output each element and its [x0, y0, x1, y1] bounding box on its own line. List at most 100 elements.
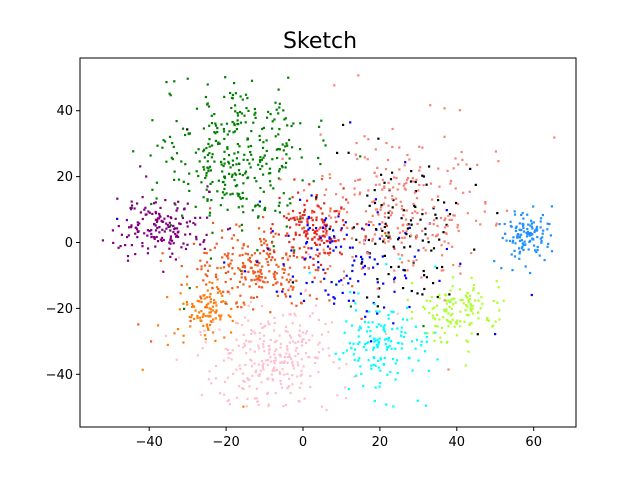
scatter-point — [158, 212, 161, 215]
scatter-point — [360, 317, 363, 320]
scatter-point — [291, 362, 294, 365]
scatter-point — [406, 227, 409, 230]
scatter-point — [349, 291, 352, 294]
scatter-point — [387, 346, 390, 349]
scatter-point — [459, 299, 462, 302]
x-tick-label: 60 — [525, 435, 542, 450]
scatter-point — [446, 169, 449, 172]
scatter-point — [336, 394, 339, 397]
scatter-point — [250, 279, 253, 282]
scatter-point — [117, 225, 120, 228]
scatter-point — [445, 308, 448, 311]
scatter-point — [265, 162, 268, 165]
scatter-point — [445, 302, 448, 305]
scatter-point — [411, 340, 414, 343]
scatter-point — [241, 174, 244, 177]
scatter-point — [280, 361, 283, 364]
scatter-point — [222, 290, 225, 293]
scatter-point — [194, 205, 197, 208]
scatter-point — [144, 213, 147, 216]
scatter-point — [304, 290, 307, 293]
scatter-point — [239, 95, 242, 98]
scatter-point — [313, 210, 316, 214]
scatter-point — [436, 233, 439, 236]
scatter-point — [313, 236, 316, 239]
scatter-point — [431, 307, 434, 310]
scatter-point — [288, 313, 291, 316]
scatter-point — [418, 183, 421, 187]
scatter-point — [317, 318, 320, 322]
scatter-point — [228, 162, 231, 165]
scatter-point — [235, 157, 238, 160]
scatter-point — [275, 263, 278, 266]
scatter-point — [320, 405, 324, 408]
scatter-point — [267, 248, 270, 251]
scatter-point — [129, 208, 133, 211]
scatter-point — [282, 109, 285, 112]
scatter-point — [391, 145, 394, 148]
scatter-point — [218, 289, 221, 293]
scatter-point — [259, 240, 263, 243]
scatter-point — [416, 292, 419, 295]
scatter-point — [378, 287, 381, 290]
scatter-point — [401, 224, 404, 227]
scatter-point — [240, 223, 243, 226]
scatter-point — [288, 287, 291, 290]
scatter-point — [404, 218, 408, 221]
scatter-point — [276, 156, 279, 160]
scatter-point — [364, 237, 367, 240]
scatter-point — [333, 84, 336, 87]
scatter-point — [150, 232, 153, 235]
scatter-point — [384, 168, 388, 171]
scatter-point — [208, 138, 211, 141]
scatter-point — [226, 147, 229, 150]
scatter-point — [303, 208, 307, 211]
scatter-point — [250, 340, 253, 343]
scatter-point — [401, 207, 404, 211]
scatter-point — [414, 237, 418, 240]
scatter-point — [305, 341, 308, 345]
scatter-point — [395, 197, 398, 200]
scatter-point — [366, 342, 369, 345]
scatter-point — [188, 220, 191, 223]
scatter-point — [154, 229, 158, 232]
scatter-point — [288, 334, 292, 337]
scatter-point — [247, 109, 250, 112]
scatter-point — [323, 221, 326, 224]
scatter-point — [189, 319, 192, 323]
scatter-point — [246, 253, 250, 256]
scatter-point — [175, 152, 179, 155]
scatter-point — [239, 121, 243, 124]
scatter-point — [266, 243, 269, 246]
scatter-point — [448, 213, 452, 216]
scatter-point — [261, 326, 264, 330]
scatter-point — [287, 273, 290, 276]
scatter-point — [259, 279, 262, 282]
scatter-point — [405, 306, 409, 309]
scatter-point — [226, 348, 229, 351]
scatter-point — [353, 193, 356, 196]
scatter-point — [212, 320, 215, 324]
scatter-point — [452, 167, 455, 170]
scatter-point — [449, 179, 453, 183]
scatter-point — [335, 220, 338, 223]
scatter-point — [271, 127, 274, 130]
scatter-point — [269, 184, 272, 187]
scatter-point — [339, 229, 343, 232]
scatter-point — [395, 176, 398, 180]
scatter-point — [265, 252, 268, 255]
scatter-point — [199, 333, 203, 336]
scatter-point — [223, 380, 227, 383]
scatter-point — [183, 307, 186, 310]
scatter-point — [254, 263, 257, 266]
scatter-point — [455, 201, 458, 205]
scatter-point — [136, 221, 139, 224]
scatter-point — [251, 158, 254, 161]
scatter-point — [365, 330, 369, 333]
scatter-point — [344, 386, 347, 389]
scatter-point — [516, 236, 519, 239]
scatter-point — [253, 362, 256, 365]
scatter-point — [203, 264, 207, 267]
scatter-point — [214, 377, 217, 380]
scatter-point — [240, 273, 243, 276]
